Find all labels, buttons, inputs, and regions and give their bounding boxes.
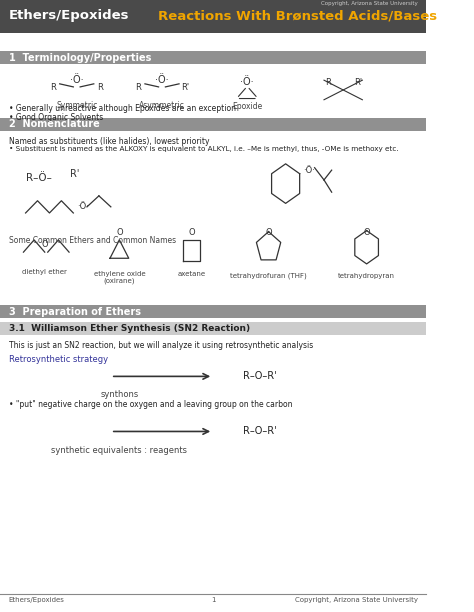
Bar	[0, 51, 426, 64]
Text: R': R'	[70, 169, 80, 179]
Text: • Good Organic Solvents: • Good Organic Solvents	[9, 113, 103, 122]
Text: ·Ö·: ·Ö·	[155, 75, 169, 85]
Text: R: R	[50, 83, 56, 92]
Text: Named as substituents (like halides), lowest priority: Named as substituents (like halides), lo…	[9, 137, 209, 146]
Text: Ethers/Epoxides: Ethers/Epoxides	[9, 597, 64, 603]
Text: R–O–R': R–O–R'	[243, 371, 277, 381]
Text: O: O	[42, 241, 48, 249]
Bar	[0, 118, 426, 131]
Text: Reactions With Brønsted Acids/Bases: Reactions With Brønsted Acids/Bases	[158, 9, 437, 23]
Text: ·Ö·: ·Ö·	[303, 166, 315, 174]
Text: 3  Preparation of Ethers: 3 Preparation of Ethers	[9, 307, 140, 316]
Text: Symmetric: Symmetric	[56, 101, 98, 110]
Bar	[0, 305, 426, 318]
Text: ·Ö·: ·Ö·	[240, 77, 254, 87]
Text: Epoxide: Epoxide	[232, 102, 263, 111]
Text: O: O	[265, 228, 272, 237]
Text: ·Ö·: ·Ö·	[70, 75, 83, 85]
Text: • "put" negative charge on the oxygen and a leaving group on the carbon: • "put" negative charge on the oxygen an…	[9, 400, 292, 409]
Text: R–Ö–: R–Ö–	[26, 173, 52, 182]
Text: Retrosynthetic strategy: Retrosynthetic strategy	[9, 355, 108, 364]
Text: • Substituent is named as the ALKOXY is equivalent to ALKYL, i.e. –Me is methyl,: • Substituent is named as the ALKOXY is …	[9, 146, 398, 152]
Bar	[0, 0, 426, 33]
Text: This is just an SN2 reaction, but we will analyze it using retrosynthetic analys: This is just an SN2 reaction, but we wil…	[9, 341, 313, 351]
Text: Some Common Ethers and Common Names: Some Common Ethers and Common Names	[9, 236, 176, 245]
Text: 2  Nomenclature: 2 Nomenclature	[9, 119, 99, 129]
Text: axetane: axetane	[178, 271, 206, 277]
Text: synthons: synthons	[100, 390, 138, 400]
Text: O: O	[363, 228, 370, 237]
Text: R: R	[136, 83, 141, 92]
Text: Copyright, Arizona State University: Copyright, Arizona State University	[321, 1, 418, 6]
Text: ethylene oxide
(oxirane): ethylene oxide (oxirane)	[93, 271, 145, 284]
Text: synthetic equivalents : reagents: synthetic equivalents : reagents	[51, 446, 187, 455]
Text: • Generally unreactive although Epoxides are an exception: • Generally unreactive although Epoxides…	[9, 104, 236, 113]
Text: Copyright, Arizona State University: Copyright, Arizona State University	[295, 597, 418, 603]
Text: R–O–R': R–O–R'	[243, 427, 277, 436]
Text: Ethers/Epoxides: Ethers/Epoxides	[9, 9, 129, 23]
Text: Asymmetric: Asymmetric	[139, 101, 185, 110]
Text: tetrahydrofuran (THF): tetrahydrofuran (THF)	[230, 273, 307, 280]
Bar	[0, 322, 426, 335]
Text: tetrahydropyran: tetrahydropyran	[338, 273, 395, 279]
Text: 3.1  Williamson Ether Synthesis (SN2 Reaction): 3.1 Williamson Ether Synthesis (SN2 Reac…	[9, 324, 250, 333]
Text: R: R	[97, 83, 103, 92]
Text: R: R	[325, 78, 331, 88]
Text: 1  Terminology/Properties: 1 Terminology/Properties	[9, 53, 151, 62]
Text: O: O	[189, 228, 195, 237]
Text: diethyl ether: diethyl ether	[22, 269, 67, 275]
Text: R': R'	[354, 78, 362, 88]
Text: O: O	[116, 228, 123, 237]
Text: ·Ö·: ·Ö·	[77, 203, 89, 211]
Text: R': R'	[182, 83, 190, 92]
Text: 1: 1	[211, 597, 215, 603]
